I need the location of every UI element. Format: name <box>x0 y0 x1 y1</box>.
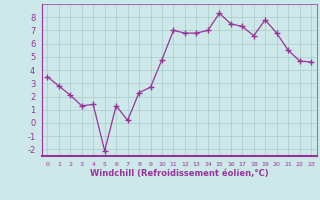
X-axis label: Windchill (Refroidissement éolien,°C): Windchill (Refroidissement éolien,°C) <box>90 169 268 178</box>
